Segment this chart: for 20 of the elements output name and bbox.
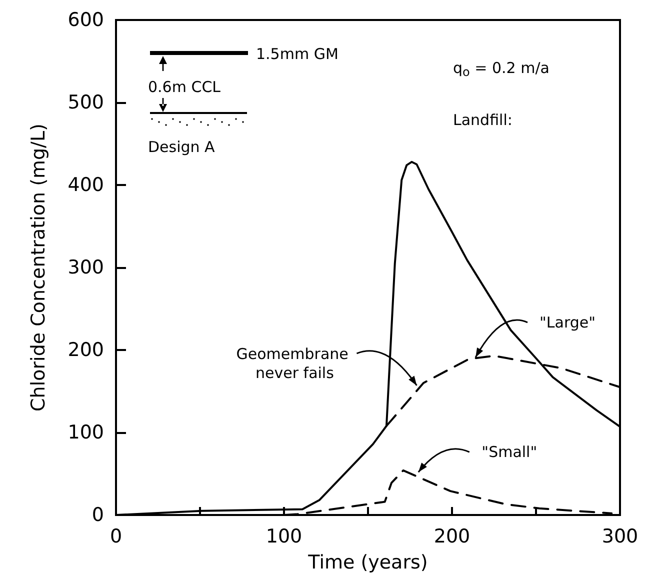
x-tick-label: 100	[266, 526, 302, 548]
x-tick-label: 200	[434, 526, 470, 548]
annotation: "Large"	[540, 313, 596, 332]
y-tick-label: 100	[68, 422, 104, 444]
annotation: "Small"	[482, 443, 538, 462]
y-axis-title: Chloride Concentration (mg/L)	[28, 124, 50, 412]
annotation: Landfill:	[453, 111, 512, 129]
y-tick-label: 500	[68, 92, 104, 114]
annotation: 0.6m CCL	[148, 78, 222, 96]
x-axis-title: Time (years)	[307, 552, 428, 574]
y-tick-label: 0	[92, 504, 104, 526]
y-tick-label: 400	[68, 174, 104, 196]
x-tick-label: 0	[110, 526, 122, 548]
y-tick-label: 300	[68, 256, 104, 278]
annotation: 1.5mm GM	[256, 45, 338, 63]
y-tick-label: 200	[68, 339, 104, 361]
annotation: Geomembrane never fails	[236, 344, 354, 382]
annotation: Design A	[148, 138, 216, 156]
x-tick-label: 300	[602, 526, 638, 548]
y-tick-label: 600	[68, 9, 104, 31]
